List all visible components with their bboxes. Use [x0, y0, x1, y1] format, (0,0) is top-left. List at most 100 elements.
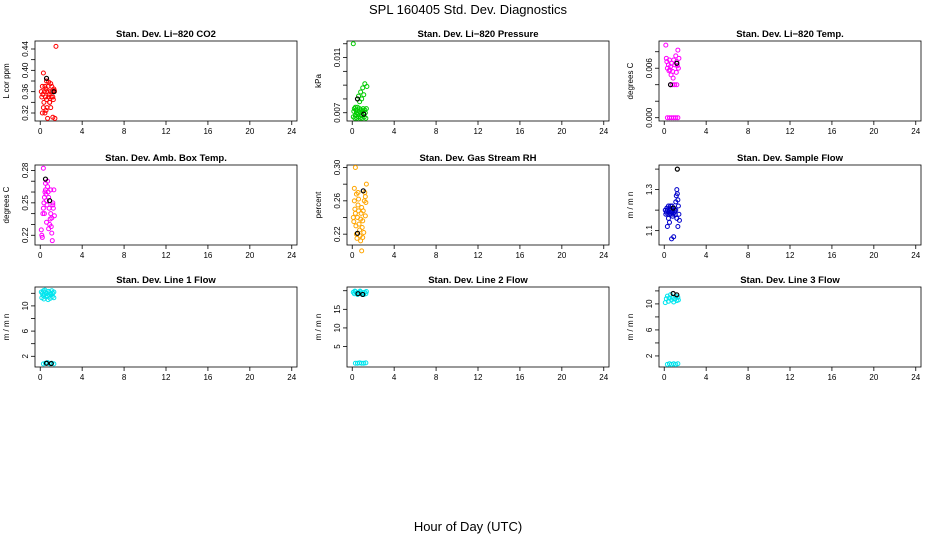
x-tick-label: 16 — [203, 127, 212, 136]
x-tick-label: 16 — [515, 373, 524, 382]
data-point — [49, 215, 55, 221]
highlight-point — [674, 60, 680, 66]
data-point — [355, 190, 361, 195]
data-point — [350, 41, 356, 47]
x-tick-label: 20 — [557, 373, 566, 382]
highlight-point — [360, 188, 366, 194]
data-point — [362, 213, 368, 219]
data-point — [673, 69, 679, 75]
y-tick-label: 2 — [645, 353, 654, 358]
y-tick-label: 0.22 — [333, 226, 342, 242]
data-point — [51, 289, 57, 295]
highlight-point — [674, 166, 680, 172]
data-point — [361, 92, 367, 98]
data-point — [666, 219, 672, 225]
data-point — [42, 110, 48, 116]
data-point — [40, 165, 46, 171]
data-point — [356, 196, 362, 202]
data-point — [38, 227, 44, 233]
x-tick-label: 4 — [704, 127, 709, 136]
y-axis-label: m / m n — [2, 314, 11, 341]
panel-4: Stan. Dev. Amb. Box Temp. degrees C 0 4 8 12 1… — [2, 153, 298, 260]
highlight-point — [354, 230, 361, 236]
data-point — [673, 115, 679, 121]
highlight-point — [355, 291, 361, 297]
plot-frame — [34, 286, 298, 368]
data-point — [666, 68, 672, 74]
data-point — [363, 106, 369, 112]
y-tick-label: 0.36 — [21, 83, 30, 99]
data-point — [675, 224, 681, 230]
data-point — [670, 75, 676, 81]
plot-frame — [658, 164, 922, 246]
data-point — [674, 191, 680, 197]
data-point — [352, 288, 358, 294]
data-point — [356, 93, 362, 99]
highlight-point — [43, 75, 50, 81]
x-tick-label: 4 — [704, 373, 709, 382]
panel-title: Stan. Dev. Li−820 Temp. — [736, 29, 844, 40]
x-tick-label: 24 — [287, 251, 296, 260]
data-point — [39, 110, 45, 116]
x-tick-label: 4 — [80, 251, 85, 260]
y-tick-label: 0.44 — [21, 41, 30, 57]
y-axis-label: degrees C — [2, 186, 11, 223]
data-point — [39, 83, 45, 89]
data-point — [675, 47, 681, 53]
x-tick-label: 24 — [599, 373, 608, 382]
y-tick-label: 6 — [645, 327, 654, 332]
y-tick-label: 0.011 — [333, 47, 342, 67]
x-tick-label: 8 — [746, 251, 751, 260]
x-tick-label: 0 — [350, 373, 355, 382]
data-point — [356, 208, 362, 214]
x-tick-label: 20 — [557, 251, 566, 260]
x-tick-label: 12 — [162, 373, 171, 382]
highlight-point — [51, 89, 57, 95]
highlight-point — [43, 360, 50, 366]
x-tick-label: 4 — [392, 373, 397, 382]
data-point — [50, 97, 56, 103]
data-point — [48, 187, 54, 193]
y-axis-label: degrees C — [626, 62, 635, 99]
data-point — [41, 99, 47, 105]
data-point — [360, 218, 366, 224]
x-tick-label: 0 — [662, 251, 667, 260]
data-point — [675, 65, 681, 71]
data-point — [52, 115, 58, 121]
data-point — [351, 198, 357, 204]
data-point — [51, 295, 57, 301]
data-point — [363, 200, 369, 205]
x-tick-label: 20 — [245, 251, 254, 260]
data-point — [358, 89, 364, 95]
data-point — [40, 205, 46, 211]
data-point — [40, 361, 46, 367]
data-point — [49, 238, 55, 244]
data-point — [675, 115, 681, 121]
data-point — [42, 94, 48, 100]
data-point — [360, 235, 366, 240]
y-tick-label: 6 — [21, 328, 30, 333]
x-tick-label: 8 — [434, 127, 439, 136]
x-tick-label: 24 — [287, 127, 296, 136]
plot-frame — [346, 40, 610, 122]
data-point — [360, 208, 366, 214]
y-tick-label: 0.000 — [645, 107, 654, 128]
x-tick-label: 0 — [350, 251, 355, 260]
data-point — [363, 181, 369, 187]
x-tick-label: 12 — [786, 251, 795, 260]
data-point — [40, 70, 46, 76]
figure-xlabel: Hour of Day (UTC) — [414, 519, 522, 534]
x-tick-label: 12 — [786, 127, 795, 136]
y-axis-label: percent — [314, 191, 323, 218]
data-point — [359, 225, 365, 230]
data-point — [43, 107, 49, 113]
data-point — [351, 219, 357, 225]
data-point — [42, 83, 48, 89]
highlight-point — [47, 198, 53, 204]
panel-title: Stan. Dev. Line 2 Flow — [428, 275, 528, 286]
data-point — [352, 210, 358, 216]
y-tick-label: 0.25 — [21, 195, 30, 211]
x-tick-label: 12 — [474, 373, 483, 382]
